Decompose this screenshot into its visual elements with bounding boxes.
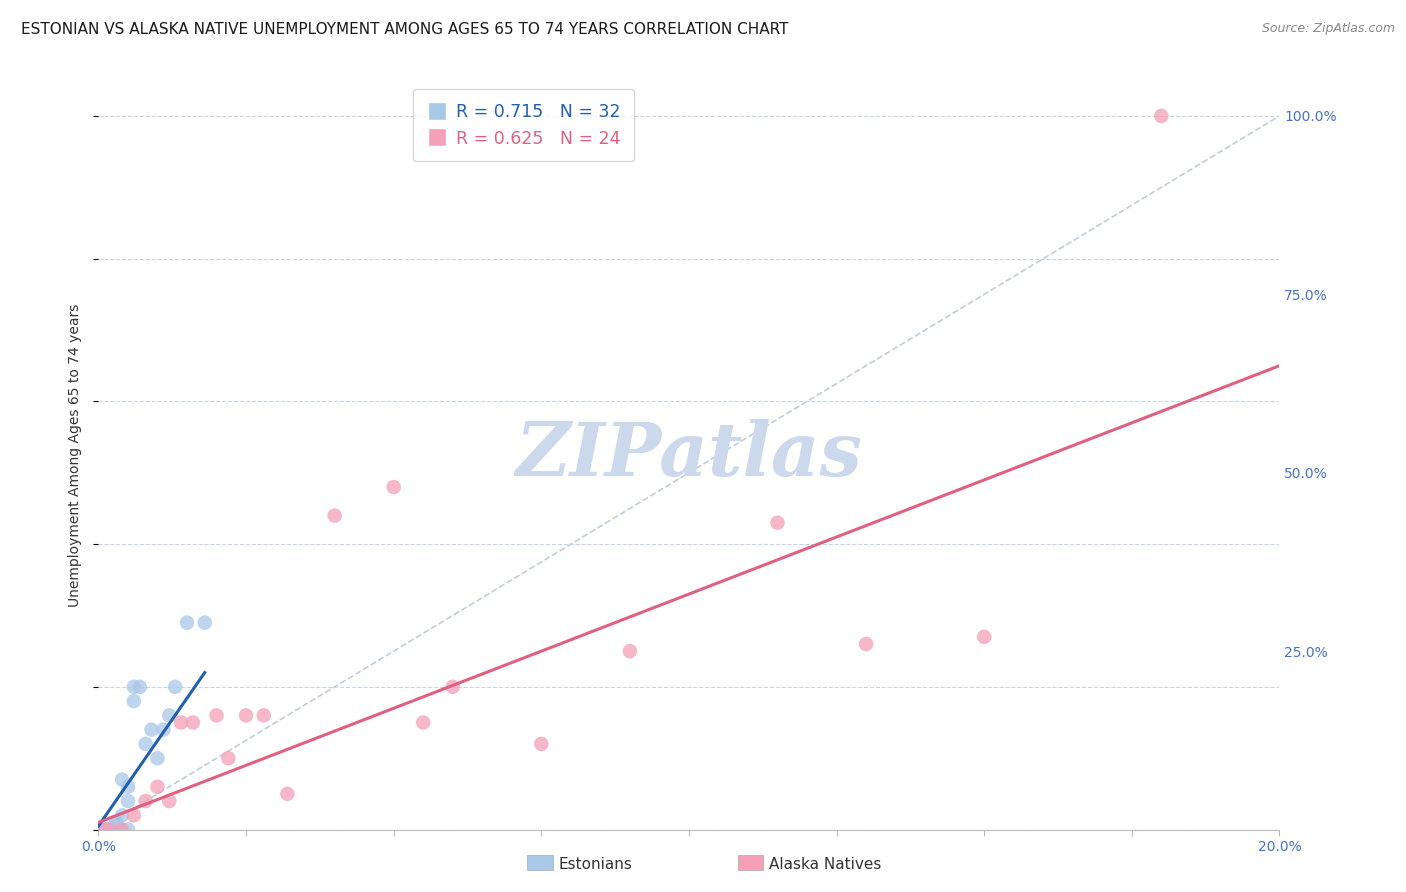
Text: Estonians: Estonians xyxy=(558,857,633,871)
Point xyxy=(93,822,115,837)
Point xyxy=(122,808,145,822)
Point xyxy=(122,694,145,708)
Y-axis label: Unemployment Among Ages 65 to 74 years: Unemployment Among Ages 65 to 74 years xyxy=(69,303,83,607)
Point xyxy=(117,780,139,794)
Point xyxy=(98,822,121,837)
Point xyxy=(412,715,434,730)
Point xyxy=(122,680,145,694)
Point xyxy=(217,751,239,765)
Point xyxy=(98,822,121,837)
Point xyxy=(135,794,157,808)
Point xyxy=(441,680,464,694)
Point xyxy=(105,815,128,830)
Point xyxy=(181,715,204,730)
Point xyxy=(111,822,134,837)
Point xyxy=(176,615,198,630)
Point xyxy=(146,780,169,794)
Point xyxy=(105,822,128,837)
Point xyxy=(170,715,193,730)
Point xyxy=(98,822,121,837)
Point xyxy=(1150,109,1173,123)
Point xyxy=(146,751,169,765)
Legend: R = 0.715   N = 32, R = 0.625   N = 24: R = 0.715 N = 32, R = 0.625 N = 24 xyxy=(413,89,634,161)
Point xyxy=(105,815,128,830)
Point xyxy=(135,737,157,751)
Point xyxy=(276,787,298,801)
Text: Alaska Natives: Alaska Natives xyxy=(769,857,882,871)
Point xyxy=(93,822,115,837)
Point xyxy=(98,822,121,837)
Point xyxy=(382,480,405,494)
Point xyxy=(93,822,115,837)
Point xyxy=(973,630,995,644)
Text: ZIPatlas: ZIPatlas xyxy=(516,418,862,491)
Point xyxy=(235,708,257,723)
Point xyxy=(766,516,789,530)
Point xyxy=(152,723,174,737)
Point xyxy=(205,708,228,723)
Point xyxy=(619,644,641,658)
Point xyxy=(111,822,134,837)
Point xyxy=(165,680,187,694)
Point xyxy=(117,794,139,808)
Point xyxy=(105,822,128,837)
Point xyxy=(157,708,180,723)
Point xyxy=(323,508,346,523)
Point xyxy=(98,822,121,837)
Point xyxy=(98,822,121,837)
Point xyxy=(111,822,134,837)
Point xyxy=(111,772,134,787)
Point xyxy=(93,822,115,837)
Text: ESTONIAN VS ALASKA NATIVE UNEMPLOYMENT AMONG AGES 65 TO 74 YEARS CORRELATION CHA: ESTONIAN VS ALASKA NATIVE UNEMPLOYMENT A… xyxy=(21,22,789,37)
Point xyxy=(111,808,134,822)
Text: Source: ZipAtlas.com: Source: ZipAtlas.com xyxy=(1261,22,1395,36)
Point xyxy=(194,615,217,630)
Point xyxy=(141,723,163,737)
Point xyxy=(105,822,128,837)
Point xyxy=(128,680,150,694)
Point xyxy=(253,708,276,723)
Point xyxy=(157,794,180,808)
Point xyxy=(117,822,139,837)
Point xyxy=(530,737,553,751)
Point xyxy=(855,637,877,651)
Point xyxy=(105,822,128,837)
